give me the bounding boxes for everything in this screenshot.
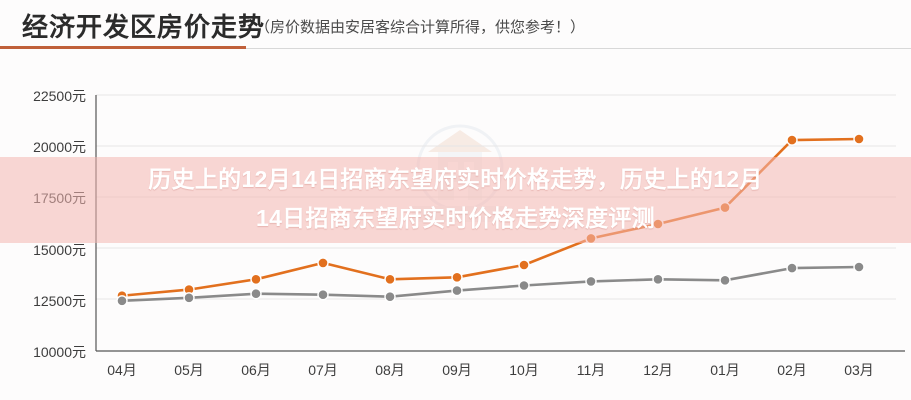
data-point[interactable] (384, 273, 396, 286)
x-tick-label: 01月 (710, 362, 740, 378)
y-tick-label: 15000元 (33, 241, 86, 258)
x-tick-label: 08月 (375, 362, 405, 378)
data-point[interactable] (183, 292, 195, 304)
y-tick-label: 10000元 (33, 344, 86, 360)
chart-canvas (95, 94, 905, 352)
data-point[interactable] (116, 295, 128, 307)
data-point[interactable] (719, 274, 731, 287)
data-point[interactable] (585, 275, 597, 288)
page-title: 经济开发区房价走势 (22, 12, 266, 42)
series-2 (116, 261, 865, 307)
x-tick-label: 10月 (509, 362, 539, 378)
headline-line-1: 历史上的12月14日招商东望府实时价格走势，历史上的12月 (148, 166, 763, 192)
x-tick-label: 02月 (777, 362, 807, 378)
data-point[interactable] (652, 273, 664, 286)
header-note: （房价数据由安居客综合计算所得，供您参考！） (255, 19, 586, 36)
active-tab-underline (0, 46, 246, 49)
data-point[interactable] (786, 262, 798, 274)
x-tick-label: 09月 (442, 362, 472, 378)
data-point[interactable] (853, 133, 865, 145)
data-point[interactable] (317, 257, 329, 269)
x-tick-label: 12月 (643, 362, 673, 378)
chart-header: 经济开发区房价走势 （房价数据由安居客综合计算所得，供您参考！） (0, 0, 911, 50)
headline-overlay-text: 历史上的12月14日招商东望府实时价格走势，历史上的12月 14日招商东望府实时… (0, 160, 911, 238)
header-divider (0, 48, 911, 49)
x-tick-label: 11月 (576, 362, 606, 378)
x-tick-label: 04月 (107, 362, 137, 378)
data-point[interactable] (451, 271, 463, 284)
x-tick-label: 03月 (844, 362, 874, 378)
data-point[interactable] (518, 259, 530, 271)
x-tick-label: 05月 (174, 362, 204, 378)
data-point[interactable] (384, 290, 396, 303)
series-line (120, 265, 861, 303)
data-point[interactable] (250, 273, 262, 286)
headline-overlay-band (0, 157, 911, 243)
data-point[interactable] (250, 287, 262, 300)
headline-line-2: 14日招商东望府实时价格走势深度评测 (256, 205, 655, 231)
y-tick-label: 12500元 (33, 292, 86, 309)
y-tick-label: 20000元 (33, 139, 86, 156)
data-point[interactable] (786, 134, 798, 146)
data-point[interactable] (853, 261, 865, 273)
y-tick-label: 22500元 (33, 88, 86, 104)
data-point[interactable] (317, 288, 329, 301)
x-tick-label: 07月 (308, 362, 338, 378)
data-point[interactable] (451, 284, 463, 297)
x-tick-label: 06月 (241, 362, 271, 378)
data-point[interactable] (518, 279, 530, 292)
